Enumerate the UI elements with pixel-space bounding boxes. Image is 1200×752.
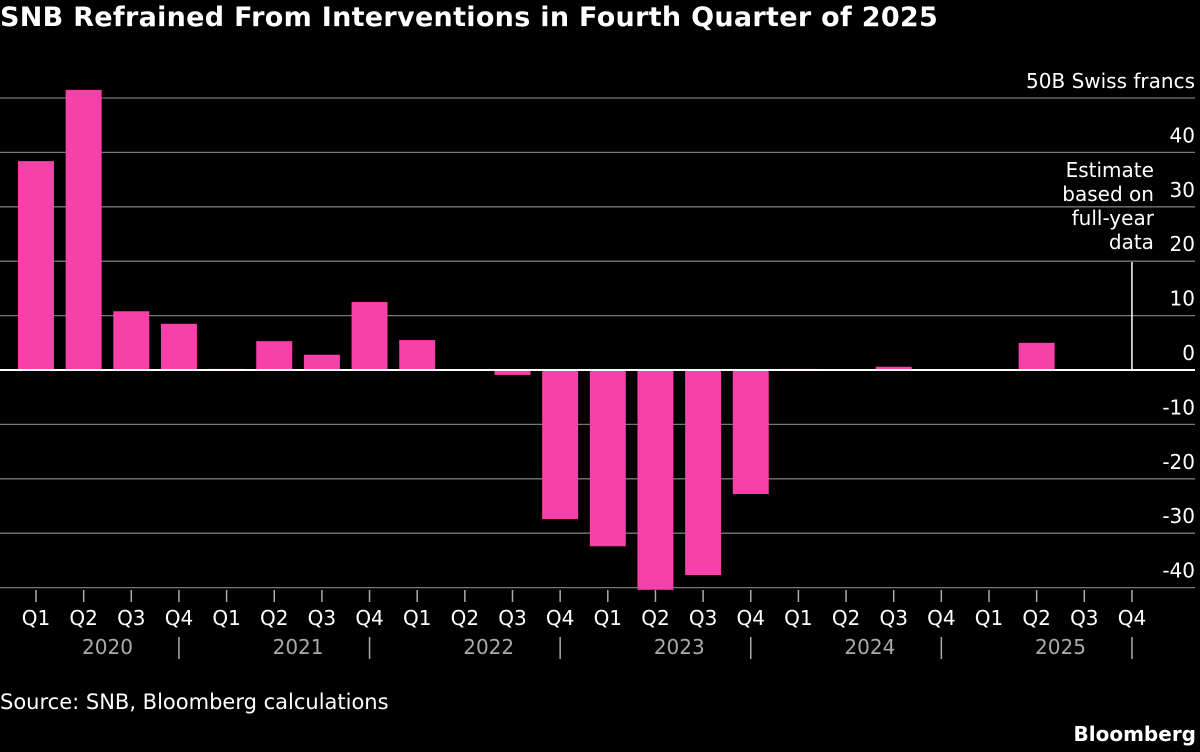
x-tick-label: Q3 [1070,606,1098,630]
x-tick-label: Q2 [1022,606,1050,630]
year-label: 2023 [654,635,705,659]
bar [351,302,388,370]
bar [65,89,102,370]
bar [160,323,197,370]
x-tick-label: Q1 [212,606,240,630]
x-tick-label: Q1 [22,606,50,630]
x-tick-label: Q3 [498,606,526,630]
year-label: 2024 [844,635,895,659]
chart-title: SNB Refrained From Interventions in Four… [0,2,939,33]
x-tick-label: Q2 [832,606,860,630]
x-tick-label: Q1 [594,606,622,630]
bloomberg-logo: Bloomberg [1073,722,1196,746]
x-tick-label: Q1 [975,606,1003,630]
bar [875,366,912,370]
year-label: 2025 [1035,635,1086,659]
annotation-text: based on [1062,182,1154,206]
bar [113,311,150,370]
x-tick-label: Q2 [451,606,479,630]
year-label: 2022 [463,635,514,659]
y-tick-label: 30 [1170,178,1195,202]
x-tick-label: Q1 [784,606,812,630]
bar [18,161,54,370]
x-tick-label: Q4 [165,606,193,630]
y-tick-label: 50B Swiss francs [1026,69,1195,93]
y-tick-label: -40 [1162,559,1195,583]
year-label: 2020 [82,635,133,659]
bar [494,370,531,375]
x-tick-label: Q4 [355,606,383,630]
x-tick-label: Q4 [1118,606,1146,630]
x-tick-label: Q4 [546,606,574,630]
y-tick-label: 40 [1170,123,1195,147]
x-tick-label: Q3 [308,606,336,630]
y-tick-label: 10 [1170,287,1195,311]
annotation-text: full-year [1072,206,1155,230]
x-tick-label: Q2 [69,606,97,630]
bar [685,370,722,576]
annotation-text: data [1109,230,1154,254]
x-tick-label: Q2 [260,606,288,630]
x-tick-label: Q1 [403,606,431,630]
y-tick-label: 0 [1182,341,1195,365]
source-note: Source: SNB, Bloomberg calculations [0,690,389,714]
y-tick-label: -20 [1162,450,1195,474]
x-tick-label: Q3 [879,606,907,630]
y-tick-label: -30 [1162,504,1195,528]
x-tick-label: Q3 [117,606,145,630]
year-label: 2021 [273,635,324,659]
x-tick-label: Q4 [927,606,955,630]
x-tick-label: Q4 [737,606,765,630]
bar [732,370,769,495]
annotation-text: Estimate [1066,158,1154,182]
x-tick-label: Q3 [689,606,717,630]
y-tick-label: 20 [1170,232,1195,256]
x-tick-label: Q2 [641,606,669,630]
bar [637,370,674,590]
bar [589,370,626,547]
bar [542,370,579,520]
bar [1018,342,1055,370]
bar [303,354,340,370]
bar [399,340,436,370]
y-tick-label: -10 [1162,395,1195,419]
bar [256,341,293,370]
